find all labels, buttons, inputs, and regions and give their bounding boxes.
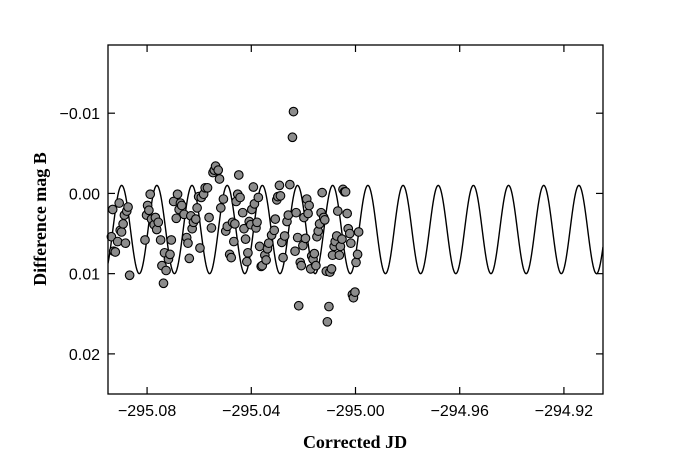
data-point (287, 132, 298, 143)
data-point (275, 190, 286, 201)
data-point (353, 227, 364, 237)
data-point (269, 225, 280, 236)
data-point (243, 247, 253, 258)
data-point (253, 192, 264, 203)
data-point (334, 250, 345, 261)
data-point (237, 207, 248, 218)
data-point (263, 238, 274, 249)
data-point (123, 202, 133, 212)
data-point (161, 265, 171, 276)
data-point (206, 223, 217, 233)
data-point (176, 200, 187, 211)
y-tick-label: 0.01 (69, 267, 100, 284)
data-point (291, 207, 301, 218)
data-points-layer (106, 106, 364, 327)
data-point (120, 238, 131, 249)
data-point (290, 246, 300, 257)
data-point (184, 253, 195, 264)
data-point (278, 252, 288, 263)
data-point (140, 235, 150, 245)
data-point (311, 260, 321, 271)
data-point (332, 206, 343, 216)
data-point (296, 260, 307, 271)
data-point (183, 238, 193, 249)
x-tick-label: −295.00 (326, 403, 384, 420)
data-point (144, 205, 154, 216)
data-point (274, 180, 285, 191)
data-point (337, 234, 347, 245)
data-point (124, 270, 135, 281)
x-tick-label: −294.96 (431, 403, 489, 420)
data-point (292, 232, 303, 243)
data-point (303, 208, 313, 219)
data-point (252, 217, 262, 228)
y-axis-title: Difference mag B (30, 152, 50, 286)
data-point (324, 301, 334, 312)
y-tick-label: −0.01 (60, 106, 101, 123)
data-point (288, 106, 299, 117)
data-point (300, 233, 311, 244)
data-point (285, 179, 295, 190)
data-point (204, 212, 214, 223)
data-point (110, 247, 121, 257)
data-point (202, 182, 213, 193)
data-point (233, 170, 244, 180)
data-point (172, 189, 183, 200)
y-tick-label: 0.02 (69, 347, 100, 364)
data-point (344, 228, 355, 239)
data-point (351, 257, 361, 268)
data-point (345, 238, 356, 249)
data-point (228, 236, 239, 247)
data-point (226, 252, 237, 263)
data-point (279, 231, 290, 241)
data-point (240, 234, 251, 245)
data-point (195, 243, 205, 253)
x-axis-title: Corrected JD (303, 432, 407, 452)
data-point (165, 249, 175, 260)
data-point (116, 227, 127, 237)
data-point (261, 255, 271, 265)
data-point (293, 300, 304, 311)
x-tick-label: −295.08 (118, 403, 176, 420)
data-point (153, 217, 164, 228)
data-point (326, 263, 337, 274)
data-point (192, 203, 202, 213)
data-point (230, 219, 240, 229)
data-point (242, 256, 252, 267)
y-tick-label: 0.00 (69, 186, 100, 203)
data-point (317, 187, 328, 198)
data-point (158, 278, 169, 289)
data-point (166, 235, 177, 245)
data-point (190, 214, 201, 224)
x-tick-label: −295.04 (222, 403, 280, 420)
data-point (213, 165, 224, 176)
data-point (107, 204, 118, 215)
data-point (309, 248, 320, 259)
data-point (106, 231, 117, 242)
data-point (214, 174, 225, 184)
data-point (235, 192, 245, 203)
data-point (215, 203, 226, 213)
plot-frame (107, 44, 604, 395)
data-point (340, 186, 351, 197)
data-point (218, 194, 229, 204)
data-point (352, 249, 363, 260)
x-tick-label: −294.92 (535, 403, 593, 420)
data-point (114, 198, 125, 208)
data-point (155, 235, 166, 245)
data-point (145, 189, 156, 200)
data-point (118, 219, 128, 229)
data-point (342, 208, 353, 219)
data-point (112, 236, 123, 247)
data-point (248, 182, 259, 192)
data-point (319, 215, 330, 225)
data-point (350, 287, 360, 297)
data-point (171, 213, 182, 224)
data-point (304, 200, 314, 211)
data-point (322, 316, 333, 327)
data-point (270, 214, 281, 224)
axis-ticks-layer: −295.08 −295.04 −295.00 −294.96 −294.92 −0.01… (60, 45, 603, 420)
